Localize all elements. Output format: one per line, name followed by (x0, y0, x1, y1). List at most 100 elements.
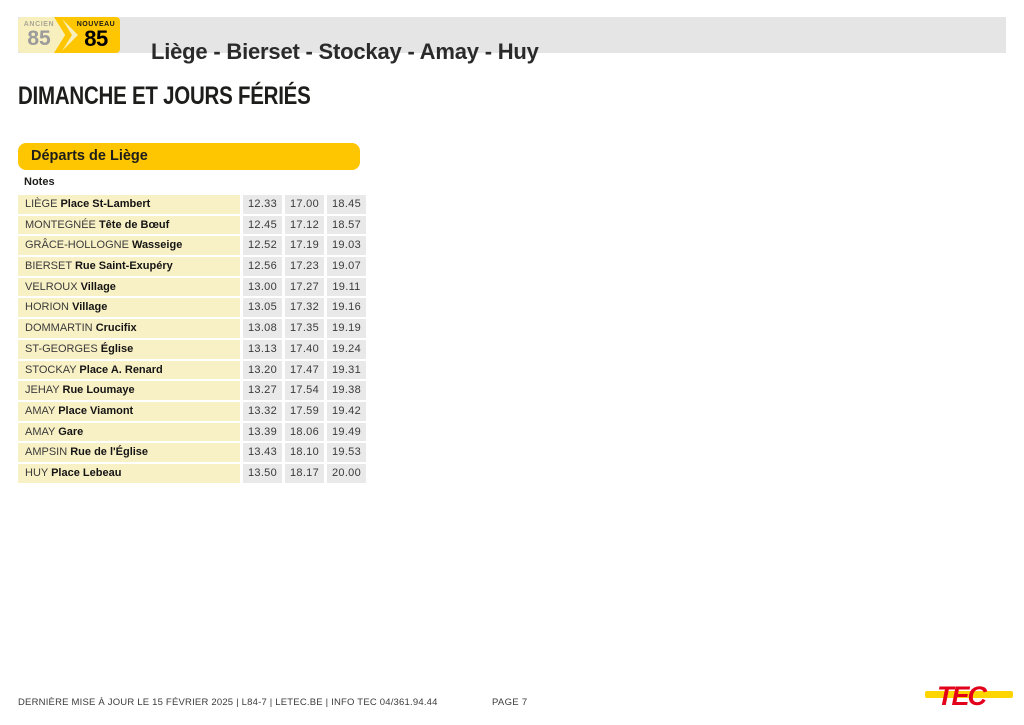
time-cell: 19.07 (327, 257, 366, 276)
time-cell: 19.24 (327, 339, 366, 359)
time-cell: 19.38 (327, 381, 366, 400)
time-cell: 13.05 (243, 298, 282, 318)
time-cell: 17.54 (285, 381, 324, 400)
section-title: DIMANCHE ET JOURS FÉRIÉS (18, 82, 311, 110)
tec-logo: TEC (925, 681, 1013, 711)
old-line-number: 85 (27, 27, 51, 50)
time-cell: 18.10 (285, 443, 324, 462)
time-cell: 17.59 (285, 401, 324, 421)
stop-place: AMPSIN (25, 446, 71, 459)
stop-place: VELROUX (25, 280, 81, 293)
table-row: AMAY Place Viamont 13.32 17.59 19.42 (18, 401, 366, 421)
stop-name: Rue Loumaye (62, 384, 135, 397)
footer-info: DERNIÈRE MISE À JOUR LE 15 FÉVRIER 2025 … (18, 697, 438, 708)
stop-name: Tête de Bœuf (98, 218, 170, 231)
stop-place: HUY (25, 466, 52, 479)
table-row: JEHAY Rue Loumaye 13.27 17.54 19.38 (18, 381, 366, 400)
stop-name: Village (80, 280, 116, 293)
table-row: DOMMARTIN Crucifix 13.08 17.35 19.19 (18, 319, 366, 338)
stop-name: Wasseige (131, 239, 183, 252)
stop-cell: BIERSET Rue Saint-Exupéry (18, 257, 240, 276)
new-line-badge: NOUVEAU 85 (60, 17, 120, 53)
stop-place: AMAY (25, 425, 59, 438)
stop-cell: ST-GEORGES Église (18, 339, 240, 359)
route-header-bar: Liège - Bierset - Stockay - Amay - Huy (18, 17, 1006, 64)
stop-name: Place St-Lambert (60, 198, 151, 210)
tec-logo-text: TEC (937, 681, 988, 711)
tec-logo-yellow-band (925, 691, 1013, 698)
time-cell: 19.31 (327, 360, 366, 380)
stop-name: Rue Saint-Exupéry (74, 260, 173, 273)
time-cell: 17.35 (285, 319, 324, 338)
stop-place: ST-GEORGES (25, 342, 101, 355)
time-cell: 17.27 (285, 277, 324, 297)
time-cell: 18.57 (327, 215, 366, 235)
time-cell: 19.49 (327, 422, 366, 442)
time-cell: 17.00 (285, 195, 324, 214)
time-cell: 18.06 (285, 422, 324, 442)
new-line-label: NOUVEAU (76, 21, 116, 28)
time-cell: 19.19 (327, 319, 366, 338)
time-cell: 18.45 (327, 195, 366, 214)
stop-name: Église (100, 342, 134, 355)
time-cell: 12.45 (243, 215, 282, 235)
stop-place: GRÂCE-HOLLOGNE (25, 239, 132, 252)
stop-place: MONTEGNÉE (25, 218, 99, 231)
stop-name: Rue de l'Église (70, 446, 149, 459)
time-cell: 19.42 (327, 401, 366, 421)
time-cell: 13.13 (243, 339, 282, 359)
time-cell: 13.50 (243, 463, 282, 483)
time-cell: 13.32 (243, 401, 282, 421)
time-cell: 12.52 (243, 236, 282, 256)
time-cell: 17.23 (285, 257, 324, 276)
stop-place: STOCKAY (25, 363, 80, 376)
stop-cell: VELROUX Village (18, 277, 240, 297)
stop-cell: HUY Place Lebeau (18, 463, 240, 483)
time-cell: 17.12 (285, 215, 324, 235)
time-cell: 17.19 (285, 236, 324, 256)
table-row: AMAY Gare 13.39 18.06 19.49 (18, 422, 366, 442)
stop-cell: AMPSIN Rue de l'Église (18, 443, 240, 462)
stop-cell: MONTEGNÉE Tête de Bœuf (18, 215, 240, 235)
table-row: ST-GEORGES Église 13.13 17.40 19.24 (18, 339, 366, 359)
time-cell: 19.03 (327, 236, 366, 256)
time-cell: 12.33 (243, 195, 282, 214)
time-cell: 17.47 (285, 360, 324, 380)
time-cell: 20.00 (327, 463, 366, 483)
stop-cell: LIÈGE Place St-Lambert (18, 195, 240, 214)
time-cell: 13.39 (243, 422, 282, 442)
stop-cell: HORION Village (18, 298, 240, 318)
table-row: HUY Place Lebeau 13.50 18.17 20.00 (18, 463, 366, 483)
time-cell: 18.17 (285, 463, 324, 483)
time-cell: 12.56 (243, 257, 282, 276)
route-title: Liège - Bierset - Stockay - Amay - Huy (151, 39, 539, 64)
table-row: GRÂCE-HOLLOGNE Wasseige 12.52 17.19 19.0… (18, 236, 366, 256)
time-cell: 19.11 (327, 277, 366, 297)
notes-label: Notes (24, 176, 55, 188)
timetable: LIÈGE Place St-Lambert 12.33 17.00 18.45… (18, 195, 366, 483)
time-cell: 13.27 (243, 381, 282, 400)
stop-place: LIÈGE (25, 198, 61, 210)
stop-cell: AMAY Gare (18, 422, 240, 442)
stop-place: DOMMARTIN (25, 322, 96, 335)
stop-name: Gare (58, 425, 84, 438)
time-cell: 13.00 (243, 277, 282, 297)
table-row: VELROUX Village 13.00 17.27 19.11 (18, 277, 366, 297)
time-cell: 13.20 (243, 360, 282, 380)
old-line-label: ANCIEN (23, 21, 55, 28)
table-row: LIÈGE Place St-Lambert 12.33 17.00 18.45 (18, 195, 366, 214)
time-cell: 13.08 (243, 319, 282, 338)
table-row: STOCKAY Place A. Renard 13.20 17.47 19.3… (18, 360, 366, 380)
stop-cell: STOCKAY Place A. Renard (18, 360, 240, 380)
stop-cell: GRÂCE-HOLLOGNE Wasseige (18, 236, 240, 256)
table-row: AMPSIN Rue de l'Église 13.43 18.10 19.53 (18, 443, 366, 462)
stop-name: Place Lebeau (51, 466, 122, 479)
stop-name: Crucifix (95, 322, 137, 335)
departures-header: Départs de Liège (18, 143, 360, 170)
page-number: PAGE 7 (492, 697, 528, 708)
time-cell: 19.16 (327, 298, 366, 318)
stop-place: HORION (25, 301, 73, 314)
stop-name: Place Viamont (58, 404, 134, 417)
stop-place: BIERSET (25, 260, 75, 273)
